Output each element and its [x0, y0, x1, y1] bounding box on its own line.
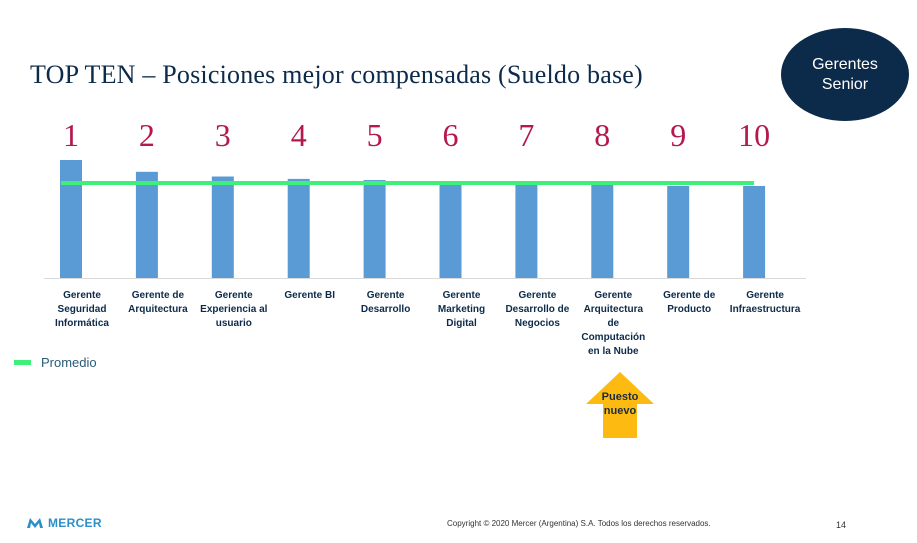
- category-label-7: Gerente Desarrollo de Negocios: [505, 290, 569, 329]
- rank-label-8: 8: [594, 117, 610, 153]
- bar-9: [667, 185, 690, 278]
- bar-3: [211, 176, 234, 278]
- rank-label-9: 9: [670, 117, 686, 153]
- rank-label-1: 1: [63, 117, 79, 153]
- category-label-1: Gerente Seguridad Informática: [55, 290, 109, 329]
- legend-swatch-promedio: [14, 360, 31, 365]
- chart-legend: Promedio: [14, 355, 97, 370]
- category-label-6: Gerente Marketing Digital: [438, 290, 485, 329]
- mercer-logo: MERCER: [26, 516, 102, 530]
- bar-2: [135, 171, 158, 278]
- bar-5: [363, 180, 386, 278]
- category-label-3: Gerente Experiencia al usuario: [200, 290, 267, 329]
- bar-6: [439, 181, 462, 278]
- bar-7: [515, 183, 538, 278]
- up-arrow-icon: [586, 372, 654, 438]
- rank-label-2: 2: [139, 117, 155, 153]
- mercer-logo-icon: [27, 518, 43, 528]
- rank-label-4: 4: [291, 117, 307, 153]
- rank-label-10: 10: [738, 117, 770, 153]
- copyright-text: Copyright © 2020 Mercer (Argentina) S.A.…: [447, 519, 711, 528]
- badge-line-2: Senior: [821, 75, 869, 93]
- bar-4: [287, 178, 310, 278]
- logo-text: MERCER: [48, 516, 102, 530]
- callout-line-1: Puesto: [601, 391, 639, 403]
- rank-label-5: 5: [367, 117, 383, 153]
- callout-line-2: nuevo: [603, 405, 637, 417]
- new-position-arrow-callout: Puesto nuevo: [585, 372, 655, 438]
- rank-label-6: 6: [443, 117, 459, 153]
- category-label-10: Gerente Infraestructura: [730, 290, 801, 315]
- category-badge: Gerentes Senior: [781, 28, 909, 121]
- rank-label-3: 3: [215, 117, 231, 153]
- page-number: 14: [836, 520, 847, 530]
- callout-label: Puesto nuevo: [585, 390, 655, 418]
- bar-1: [60, 160, 82, 278]
- category-label-4: Gerente BI: [284, 290, 335, 301]
- legend-label-promedio: Promedio: [41, 355, 97, 370]
- category-label-2: Gerente de Arquitectura: [128, 290, 188, 315]
- bar-10: [743, 185, 766, 278]
- badge-line-1: Gerentes: [812, 55, 878, 73]
- bar-8: [591, 184, 614, 278]
- category-label-8: Gerente Arquitectura de Computación en la Nu…: [581, 290, 645, 357]
- category-label-9: Gerente de Producto: [663, 290, 716, 315]
- category-label-5: Gerente Desarrollo: [361, 290, 410, 315]
- page-title: TOP TEN – Posiciones mejor compensadas (…: [30, 60, 643, 89]
- rank-label-7: 7: [518, 117, 534, 153]
- bar-chart: 1 2 3 4 5 6 7 8 9 10 Gerente Seguridad Informática Ge…: [44, 117, 806, 357]
